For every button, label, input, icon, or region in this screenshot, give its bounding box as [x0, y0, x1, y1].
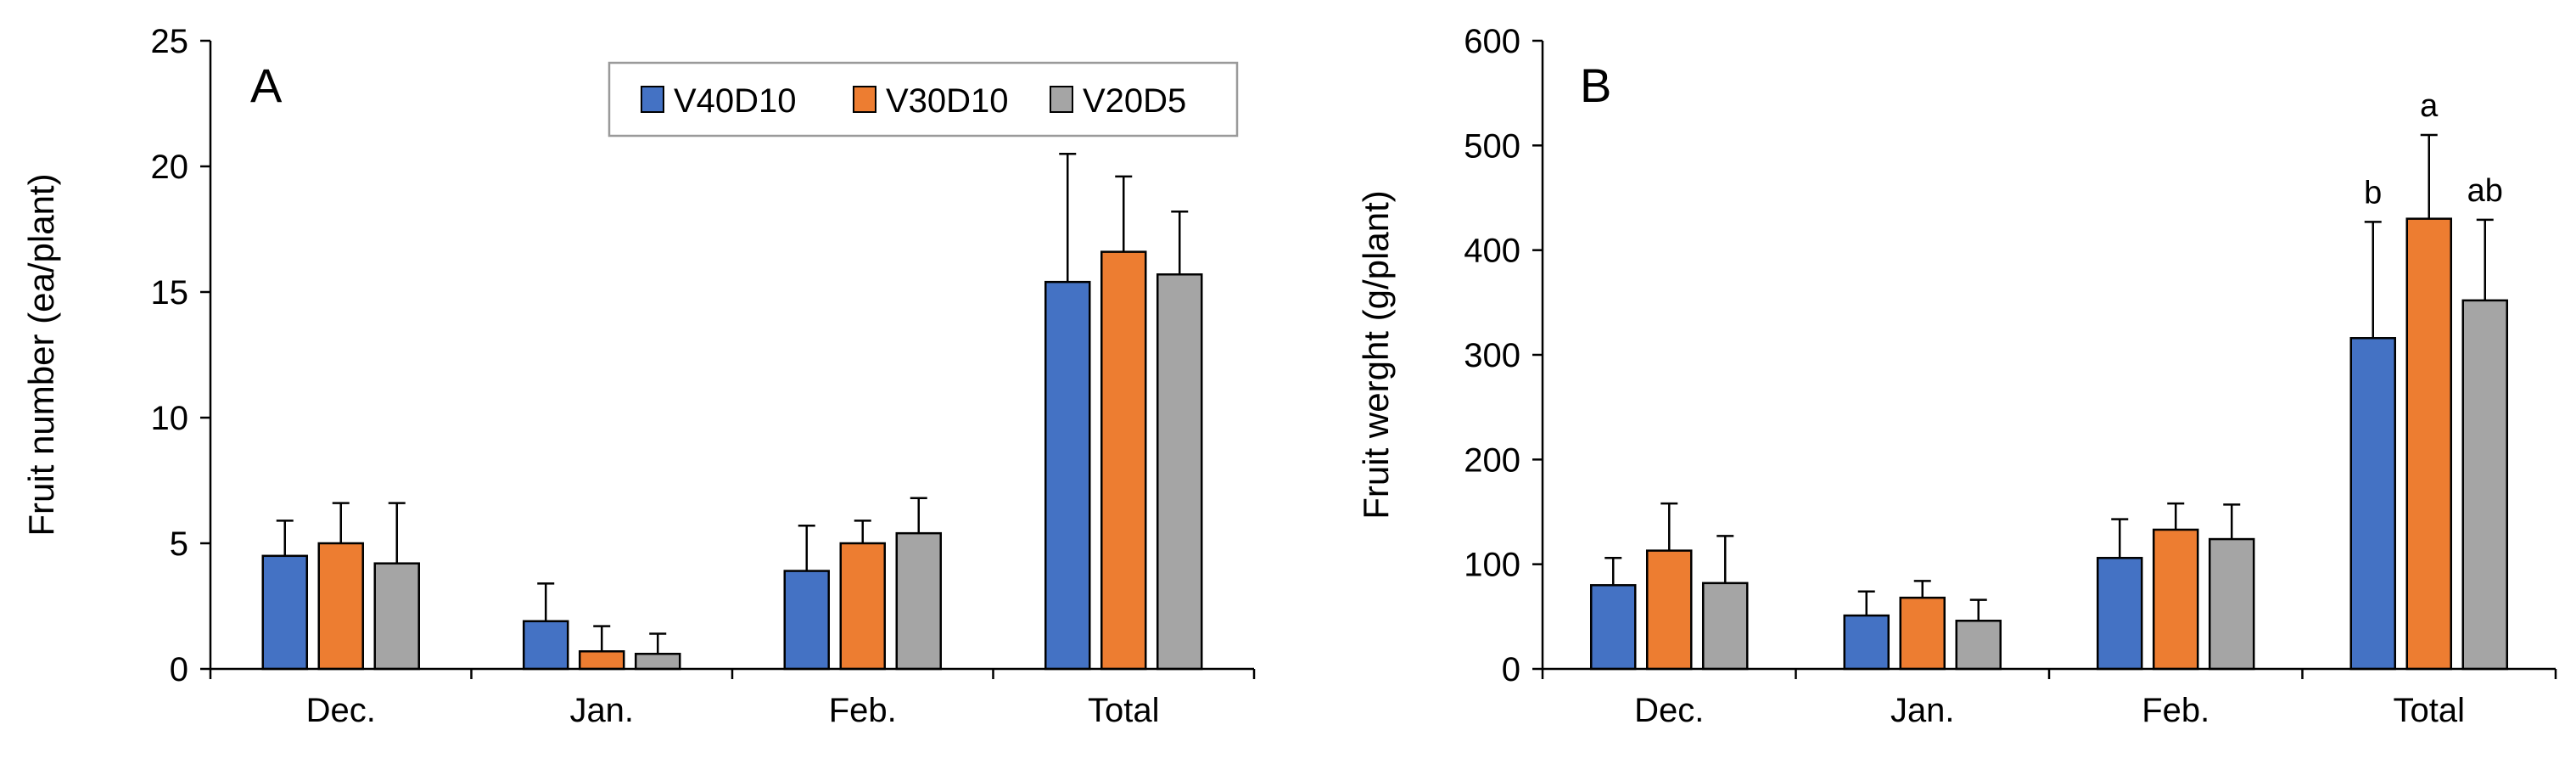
y-tick-label: 400: [1464, 233, 1520, 270]
bar: [2097, 557, 2143, 671]
bar: [317, 542, 364, 671]
bar: [2209, 537, 2255, 671]
x-tick-label: Total: [2394, 692, 2466, 729]
bar: [2405, 217, 2452, 671]
bar: [839, 542, 886, 671]
legend-label: V30D10: [886, 82, 1009, 120]
y-tick-label: 200: [1464, 441, 1520, 479]
bar: [1955, 620, 2002, 671]
bar: [895, 531, 942, 671]
x-tick-label: Jan.: [569, 692, 634, 729]
y-axis-title: Fruit werght (g/plant): [1356, 190, 1396, 519]
x-tick-label: Feb.: [829, 692, 897, 729]
legend-label: V20D5: [1083, 82, 1186, 120]
bar: [1100, 250, 1147, 671]
bar: [579, 650, 625, 671]
bar: [1590, 584, 1637, 671]
bar: [1843, 614, 1890, 671]
y-tick-label: 15: [151, 274, 189, 312]
bar: [2461, 299, 2508, 671]
bar: [2349, 337, 2396, 671]
y-tick-label: 0: [170, 651, 188, 688]
legend-swatch: [641, 86, 664, 113]
legend: V40D10 V30D10 V20D5: [608, 61, 1239, 138]
bar: [1646, 549, 1693, 671]
significance-label: ab: [2467, 173, 2503, 209]
bar: [1702, 581, 1749, 671]
y-tick-label: 10: [151, 400, 189, 437]
y-tick-label: 20: [151, 149, 189, 186]
panel-label: A: [250, 59, 283, 112]
y-tick-label: 0: [1502, 651, 1520, 688]
bar: [373, 562, 420, 671]
significance-label: b: [2364, 175, 2382, 211]
bar: [523, 620, 569, 671]
x-tick-label: Dec.: [306, 692, 376, 729]
y-tick-label: 300: [1464, 337, 1520, 374]
y-tick-label: 500: [1464, 127, 1520, 165]
x-tick-label: Total: [1088, 692, 1160, 729]
bar: [1044, 280, 1091, 671]
chart-panel-a: 0 5 10 15 20 25 Dec. Jan. Feb. Total Fruit number …: [21, 23, 1256, 729]
x-tick-label: Jan.: [1890, 692, 1955, 729]
significance-label: a: [2420, 88, 2439, 124]
bar: [261, 554, 308, 671]
chart-panel-b: b a ab 0 100 200 300 400 500 600 Dec. Jan. Feb. Total…: [1356, 23, 2557, 729]
panel-label: B: [1580, 59, 1611, 112]
x-tick-label: Feb.: [2142, 692, 2209, 729]
bar: [783, 570, 830, 671]
y-tick-label: 5: [170, 525, 188, 563]
legend-swatch: [853, 86, 876, 113]
legend-label: V40D10: [674, 82, 797, 120]
legend-swatch: [1050, 86, 1073, 113]
y-tick-label: 600: [1464, 23, 1520, 60]
bar: [2153, 528, 2199, 671]
bar: [1899, 596, 1946, 671]
legend-frame: [608, 61, 1239, 138]
x-tick-label: Dec.: [1634, 692, 1704, 729]
bar: [635, 652, 681, 671]
y-tick-label: 25: [151, 23, 189, 60]
bar: [1156, 273, 1203, 671]
y-axis-title: Fruit number (ea/plant): [21, 173, 61, 536]
y-tick-label: 100: [1464, 547, 1520, 584]
